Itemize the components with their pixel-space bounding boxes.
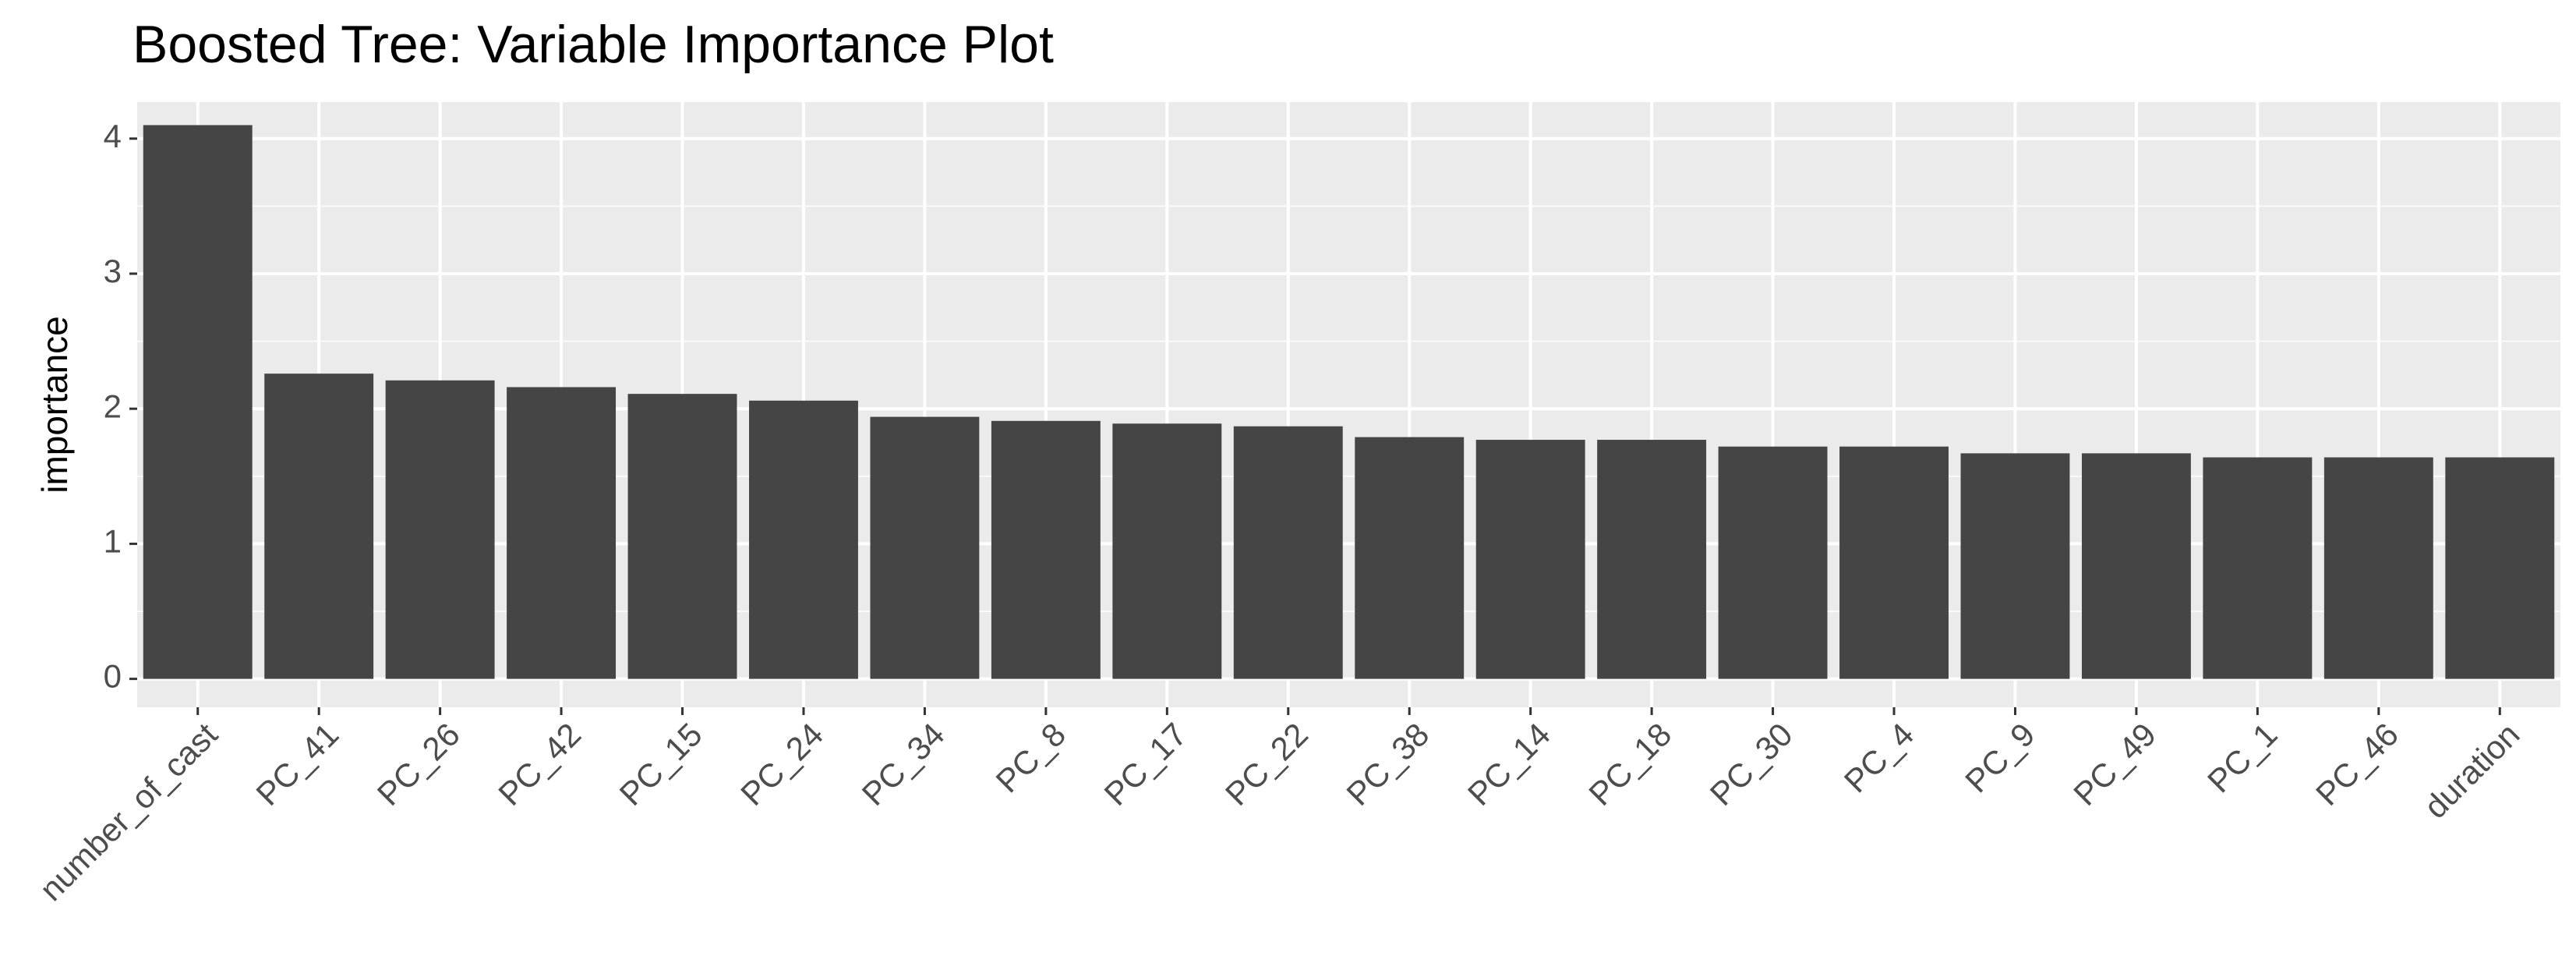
x-tick-label: PC_46: [2309, 716, 2405, 813]
bar: [1475, 440, 1585, 679]
x-tick-label: PC_4: [1837, 716, 1921, 800]
x-tick-label: PC_38: [1339, 716, 1436, 813]
panel-background: [137, 102, 2560, 707]
bar: [385, 380, 495, 679]
x-tick-label: PC_1: [2200, 716, 2284, 800]
x-tick-label: PC_8: [989, 716, 1073, 800]
bar: [2081, 453, 2191, 679]
y-tick-label: 4: [104, 118, 122, 154]
bar: [2445, 457, 2555, 679]
bar: [1839, 446, 1949, 679]
bar: [507, 387, 617, 679]
bar: [627, 394, 737, 679]
bar: [143, 125, 253, 679]
bar: [1718, 446, 1828, 679]
x-tick-label: PC_41: [249, 716, 345, 813]
y-tick-label: 2: [104, 388, 122, 424]
chart-title: Boosted Tree: Variable Importance Plot: [133, 15, 1054, 74]
bar: [2203, 457, 2313, 679]
x-tick-label: PC_17: [1097, 716, 1193, 813]
x-tick-label: PC_14: [1461, 716, 1557, 813]
bar: [2323, 457, 2433, 679]
y-tick-label: 0: [104, 658, 122, 695]
y-tick-label: 1: [104, 523, 122, 560]
bar: [1355, 437, 1465, 679]
x-tick-label: PC_22: [1218, 716, 1315, 813]
x-tick-label: PC_15: [613, 716, 709, 813]
x-tick-label: duration: [2417, 716, 2527, 826]
bar: [870, 416, 980, 679]
x-tick-label: PC_42: [491, 716, 588, 813]
x-tick-label: PC_26: [370, 716, 467, 813]
bar: [1597, 440, 1707, 679]
x-tick-label: PC_24: [733, 716, 830, 813]
x-tick-label: PC_49: [2066, 716, 2163, 813]
bar: [1112, 423, 1222, 679]
x-tick-label: PC_34: [855, 716, 952, 813]
x-tick-label: number_of_cast: [33, 716, 224, 908]
y-tick-label: 3: [104, 253, 122, 289]
bar: [1960, 453, 2070, 679]
bar: [1233, 426, 1343, 679]
x-tick-label: PC_18: [1581, 716, 1678, 813]
bar: [749, 400, 858, 679]
y-axis-title: importance: [34, 316, 75, 494]
bar: [991, 420, 1101, 679]
x-tick-label: PC_30: [1703, 716, 1800, 813]
bar: [264, 374, 374, 679]
x-tick-label: PC_9: [1958, 716, 2042, 800]
